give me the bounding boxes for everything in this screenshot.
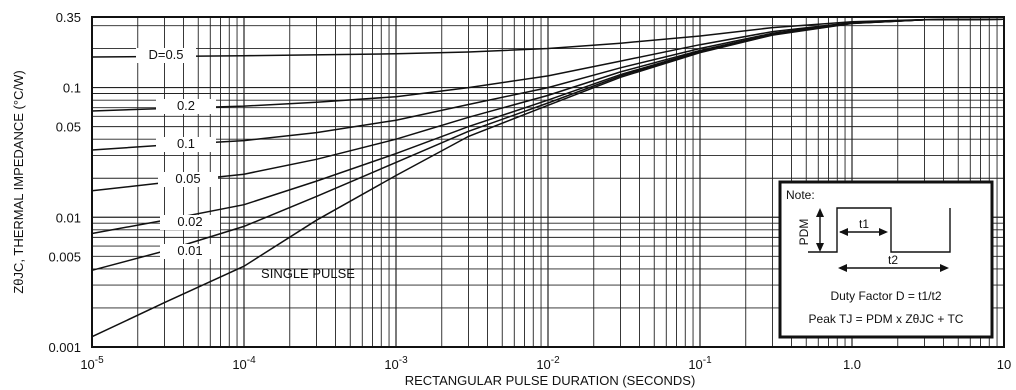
x-tick-label: 10-1 bbox=[688, 355, 712, 372]
t1-label: t1 bbox=[859, 217, 869, 231]
x-tick-label: 10-2 bbox=[536, 355, 560, 372]
curve-label: 0.01 bbox=[177, 243, 202, 258]
note-title: Note: bbox=[786, 188, 815, 202]
curve-label-background bbox=[160, 244, 220, 259]
y-tick-label: 0.01 bbox=[56, 210, 81, 225]
pdm-arrow-down-icon bbox=[816, 243, 824, 252]
x-tick-label: 10-4 bbox=[232, 355, 256, 372]
curve-label-background bbox=[160, 215, 220, 230]
peak-temperature-formula: Peak TJ = PDM x ZθJC + TC bbox=[809, 312, 964, 326]
curve-label-background bbox=[136, 48, 196, 63]
t1-arrow-left-icon bbox=[839, 228, 848, 236]
x-tick-label: 10-3 bbox=[384, 355, 408, 372]
grid bbox=[91, 17, 1004, 348]
curve-label: D=0.5 bbox=[148, 47, 183, 62]
curve-label-background bbox=[156, 99, 216, 114]
t2-label: t2 bbox=[888, 253, 898, 267]
curve-label-background bbox=[158, 172, 218, 187]
pulse-waveform bbox=[808, 207, 951, 253]
note-box: Note: PDM t1 t2 Duty Factor D = t1/t2 Pe… bbox=[778, 180, 994, 339]
x-tick-label: 1.0 bbox=[843, 357, 861, 372]
curve-label: SINGLE PULSE bbox=[261, 266, 355, 281]
tick-labels: 10-5 10-4 10-3 10-2 10-1 1.0 10 0.35 0.1 0.05 0.01… bbox=[48, 10, 1011, 372]
curve-label: 0.1 bbox=[177, 136, 195, 151]
x-tick-label: 10 bbox=[997, 357, 1011, 372]
curve-labels: D=0.5 0.2 0.1 0.05 0.02 0.01 SINGLE PULSE bbox=[136, 47, 355, 281]
pdm-label: PDM bbox=[797, 219, 811, 246]
y-tick-label: 0.05 bbox=[56, 120, 81, 135]
y-tick-label: 0.001 bbox=[48, 340, 81, 355]
curve-line bbox=[91, 18, 1005, 338]
t2-arrow-left-icon bbox=[838, 264, 847, 272]
curve-label-background bbox=[156, 137, 216, 152]
t1-arrow-right-icon bbox=[879, 228, 888, 236]
x-tick-label: 10-5 bbox=[80, 355, 104, 372]
curve-label: 0.05 bbox=[175, 171, 200, 186]
curve-label: 0.2 bbox=[177, 98, 195, 113]
pdm-arrow-up-icon bbox=[816, 208, 824, 217]
x-axis-label: RECTANGULAR PULSE DURATION (SECONDS) bbox=[405, 373, 696, 388]
y-axis-label: ZθJC, THERMAL IMPEDANCE (°C/W) bbox=[11, 70, 26, 293]
curves bbox=[91, 18, 1005, 338]
y-tick-label: 0.005 bbox=[48, 249, 81, 264]
y-tick-label: 0.1 bbox=[63, 81, 81, 96]
duty-factor-text: Duty Factor D = t1/t2 bbox=[830, 289, 941, 303]
y-tick-label: 0.35 bbox=[56, 10, 81, 25]
curve-label: 0.02 bbox=[177, 214, 202, 229]
t2-arrow-right-icon bbox=[940, 264, 949, 272]
plot-frame bbox=[91, 16, 1005, 348]
